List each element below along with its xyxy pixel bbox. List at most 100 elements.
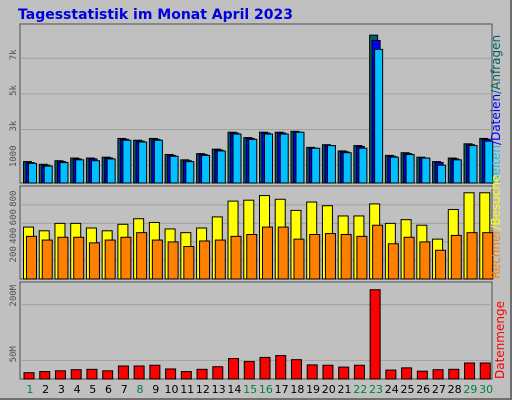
x-tick-label: 2 xyxy=(42,383,49,396)
bar-seiten-2 xyxy=(43,165,53,184)
bar-datenmenge-16 xyxy=(259,356,271,380)
bar-datenmenge-22 xyxy=(353,364,365,380)
x-tick-label: 23 xyxy=(369,383,383,396)
bar-datenmenge-12 xyxy=(196,368,208,380)
bar-rechner-1 xyxy=(26,235,37,280)
panel-volume: 50M 200M Datenmenge xyxy=(9,281,507,380)
x-tick-label: 25 xyxy=(400,383,414,396)
bar-datenmenge-21 xyxy=(338,366,350,380)
bar-rechner-20 xyxy=(324,233,336,280)
y-tick-label: 400 xyxy=(9,228,19,244)
x-tick-label: 8 xyxy=(137,383,144,396)
bar-seiten-17 xyxy=(279,133,289,184)
bar-datenmenge-5 xyxy=(86,368,98,380)
x-tick-label: 27 xyxy=(432,383,446,396)
x-tick-label: 20 xyxy=(322,383,336,396)
x-tick-label: 12 xyxy=(196,383,210,396)
bar-seiten-10 xyxy=(169,155,179,184)
bar-seiten-4 xyxy=(75,159,85,184)
x-tick-label: 18 xyxy=(290,383,304,396)
bar-rechner-9 xyxy=(151,239,163,280)
chart-title: Tagesstatistik im Monat April 2023 xyxy=(18,7,293,23)
bar-seiten-30 xyxy=(484,140,494,184)
bar-datenmenge-7 xyxy=(117,365,129,380)
bar-rechner-24 xyxy=(387,243,399,280)
bar-rechner-22 xyxy=(356,235,368,280)
bar-rechner-8 xyxy=(136,232,148,280)
bar-seiten-5 xyxy=(90,160,100,184)
bar-seiten-13 xyxy=(216,150,226,184)
bar-seiten-15 xyxy=(248,138,258,184)
legend-entry: / xyxy=(489,140,503,145)
y-tick-label: 200M xyxy=(9,284,19,306)
bar-datenmenge-27 xyxy=(432,369,444,380)
x-tick-label: 9 xyxy=(152,383,159,396)
bar-rechner-16 xyxy=(262,226,273,280)
bar-datenmenge-6 xyxy=(102,370,114,380)
x-tick-label: 11 xyxy=(180,383,194,396)
bar-seiten-9 xyxy=(153,139,163,184)
bar-seiten-23 xyxy=(374,48,384,184)
x-tick-label: 15 xyxy=(243,383,257,396)
bar-seiten-8 xyxy=(138,141,148,184)
y-tick-label: 800 xyxy=(9,191,19,207)
bar-seiten-14 xyxy=(232,133,242,184)
x-tick-label: 1 xyxy=(26,383,33,396)
bar-seiten-24 xyxy=(389,156,399,184)
bar-rechner-14 xyxy=(230,235,242,280)
bar-datenmenge-3 xyxy=(54,370,66,380)
bar-datenmenge-30 xyxy=(479,362,491,380)
bar-seiten-21 xyxy=(342,152,352,184)
y-tick-label: 600 xyxy=(9,209,19,225)
x-tick-label: 29 xyxy=(463,383,477,396)
bar-datenmenge-13 xyxy=(212,366,224,380)
bar-seiten-11 xyxy=(185,161,195,184)
bar-datenmenge-11 xyxy=(180,371,192,380)
bar-rechner-15 xyxy=(246,234,258,280)
bar-datenmenge-24 xyxy=(385,369,397,380)
bar-seiten-29 xyxy=(468,145,478,184)
x-tick-label: 28 xyxy=(448,383,462,396)
bar-rechner-30 xyxy=(482,232,494,280)
bar-seiten-16 xyxy=(264,133,273,184)
bar-datenmenge-23 xyxy=(369,289,381,380)
bar-seiten-6 xyxy=(106,158,116,184)
panel-visits: 200 400 600 800 Rechner/Besuche xyxy=(9,175,503,280)
legend-entry: Besuche xyxy=(489,175,503,226)
bar-rechner-6 xyxy=(104,239,116,280)
legend-entry: Anfragen xyxy=(489,35,503,90)
y-tick-label: 1000 xyxy=(9,145,19,167)
bar-rechner-12 xyxy=(199,240,211,280)
legend-entry: Dateien xyxy=(489,94,503,141)
bar-rechner-21 xyxy=(340,234,352,280)
x-tick-label: 16 xyxy=(259,383,273,396)
y-tick-label: 3k xyxy=(9,120,19,131)
legend-requests: Seiten/Dateien/Anfragen xyxy=(489,35,503,183)
x-tick-label: 13 xyxy=(212,383,226,396)
bar-seiten-12 xyxy=(201,154,211,184)
bar-seiten-19 xyxy=(311,147,321,184)
bar-datenmenge-20 xyxy=(322,364,334,380)
x-tick-label: 7 xyxy=(121,383,128,396)
legend-volume: Datenmenge xyxy=(493,301,507,379)
bar-seiten-1 xyxy=(28,162,37,184)
bar-seiten-26 xyxy=(421,157,431,184)
bar-datenmenge-26 xyxy=(416,370,428,380)
bar-seiten-18 xyxy=(295,131,305,184)
bar-seiten-28 xyxy=(452,159,462,184)
x-tick-label: 3 xyxy=(58,383,65,396)
bar-rechner-2 xyxy=(41,239,53,280)
bar-rechner-27 xyxy=(435,249,447,280)
bar-rechner-29 xyxy=(466,232,478,280)
bar-rechner-17 xyxy=(277,226,289,280)
bar-datenmenge-1 xyxy=(23,372,35,380)
x-tick-label: 4 xyxy=(74,383,81,396)
bar-datenmenge-17 xyxy=(275,355,287,380)
y-tick-label: 200 xyxy=(9,246,19,262)
bar-rechner-26 xyxy=(419,241,431,280)
bar-datenmenge-8 xyxy=(133,365,145,380)
panel-background xyxy=(19,281,493,380)
x-tick-label: 30 xyxy=(479,383,493,396)
